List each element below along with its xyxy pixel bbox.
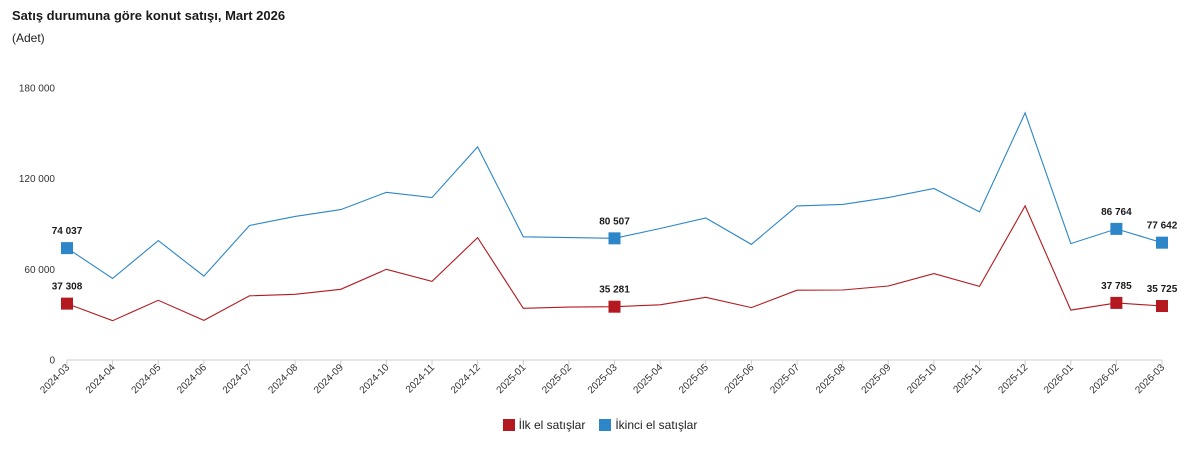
series-0-marker[interactable]: [1156, 300, 1168, 313]
series-0-data-label: 35 725: [1147, 284, 1178, 295]
y-tick-label: 180 000: [19, 84, 56, 95]
series-1-data-label: 80 507: [599, 216, 630, 227]
legend: İlk el satışlar İkinci el satışlar: [0, 418, 1200, 432]
x-tick-label: 2024-07: [221, 362, 255, 396]
x-tick-label: 2024-11: [404, 362, 438, 396]
series-1-marker[interactable]: [61, 242, 73, 255]
legend-swatch-ilk-el: [502, 419, 515, 431]
x-tick-label: 2025-12: [997, 362, 1031, 396]
legend-label-ilk-el: İlk el satışlar: [518, 418, 586, 432]
legend-label-ikinci-el: İkinci el satışlar: [615, 418, 698, 432]
series-1-data-label: 77 642: [1147, 221, 1178, 232]
x-tick-label: 2025-10: [905, 362, 939, 396]
x-tick-label: 2025-06: [723, 362, 757, 396]
x-tick-label: 2025-11: [951, 362, 985, 396]
x-tick-label: 2024-04: [84, 362, 118, 396]
x-tick-label: 2026-02: [1088, 362, 1122, 396]
chart-title: Satış durumuna göre konut satışı, Mart 2…: [12, 8, 286, 23]
x-tick-label: 2024-05: [130, 362, 164, 396]
y-tick-label: 0: [49, 356, 55, 367]
series-0-marker[interactable]: [1110, 296, 1123, 309]
series-1-data-label: 74 037: [52, 226, 83, 237]
x-axis: 2024-03 2024-04 2024-05 2024-06 2024-07 2024-…: [38, 359, 1167, 396]
x-tick-label: 2025-09: [860, 362, 894, 396]
y-tick-label: 60 000: [24, 265, 55, 276]
x-tick-label: 2026-03: [1133, 362, 1167, 396]
series-1-marker[interactable]: [1156, 236, 1168, 249]
series-1-data-label: 86 764: [1101, 207, 1132, 218]
data-labels: 37 308 35 281 37 785 35 725 74 037 80 507 86 7…: [52, 207, 1178, 296]
x-tick-label: 2024-10: [358, 362, 392, 396]
series-0-marker[interactable]: [61, 297, 73, 310]
series-0-marker[interactable]: [608, 300, 621, 313]
x-tick-label: 2025-08: [814, 362, 848, 396]
x-tick-label: 2024-06: [175, 362, 209, 396]
legend-swatch-ikinci-el: [599, 419, 612, 431]
x-tick-label: 2024-09: [312, 362, 346, 396]
x-tick-label: 2025-03: [586, 362, 620, 396]
x-tick-label: 2024-08: [267, 362, 301, 396]
x-tick-label: 2025-04: [632, 362, 666, 396]
y-tick-label: 120 000: [19, 174, 56, 185]
series-1-marker[interactable]: [608, 232, 621, 245]
x-tick-label: 2025-05: [677, 362, 711, 396]
x-tick-label: 2025-07: [768, 362, 802, 396]
series-0-data-label: 37 308: [52, 282, 83, 293]
x-tick-label: 2024-03: [38, 362, 72, 396]
series-1-marker[interactable]: [1110, 222, 1123, 235]
x-tick-label: 2024-12: [449, 362, 483, 396]
series-0-data-label: 37 785: [1101, 281, 1132, 292]
chart-subtitle: (Adet): [12, 31, 45, 45]
x-tick-label: 2025-01: [495, 362, 529, 396]
legend-item-ilk-el[interactable]: İlk el satışlar: [502, 418, 586, 432]
series-0-data-label: 35 281: [599, 285, 630, 296]
x-tick-label: 2026-01: [1042, 362, 1076, 396]
y-axis: 0 60 000 120 000 180 000: [19, 84, 56, 367]
x-tick-label: 2025-02: [540, 362, 574, 396]
legend-item-ikinci-el[interactable]: İkinci el satışlar: [599, 418, 697, 432]
series-markers: [61, 222, 1168, 313]
